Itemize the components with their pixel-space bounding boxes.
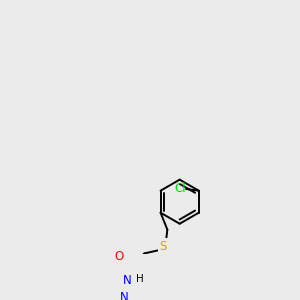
Text: O: O (114, 250, 124, 263)
Text: N: N (123, 274, 132, 287)
Text: H: H (136, 274, 143, 284)
Text: S: S (159, 240, 167, 253)
Text: N: N (120, 291, 128, 300)
Text: Cl: Cl (174, 182, 186, 196)
